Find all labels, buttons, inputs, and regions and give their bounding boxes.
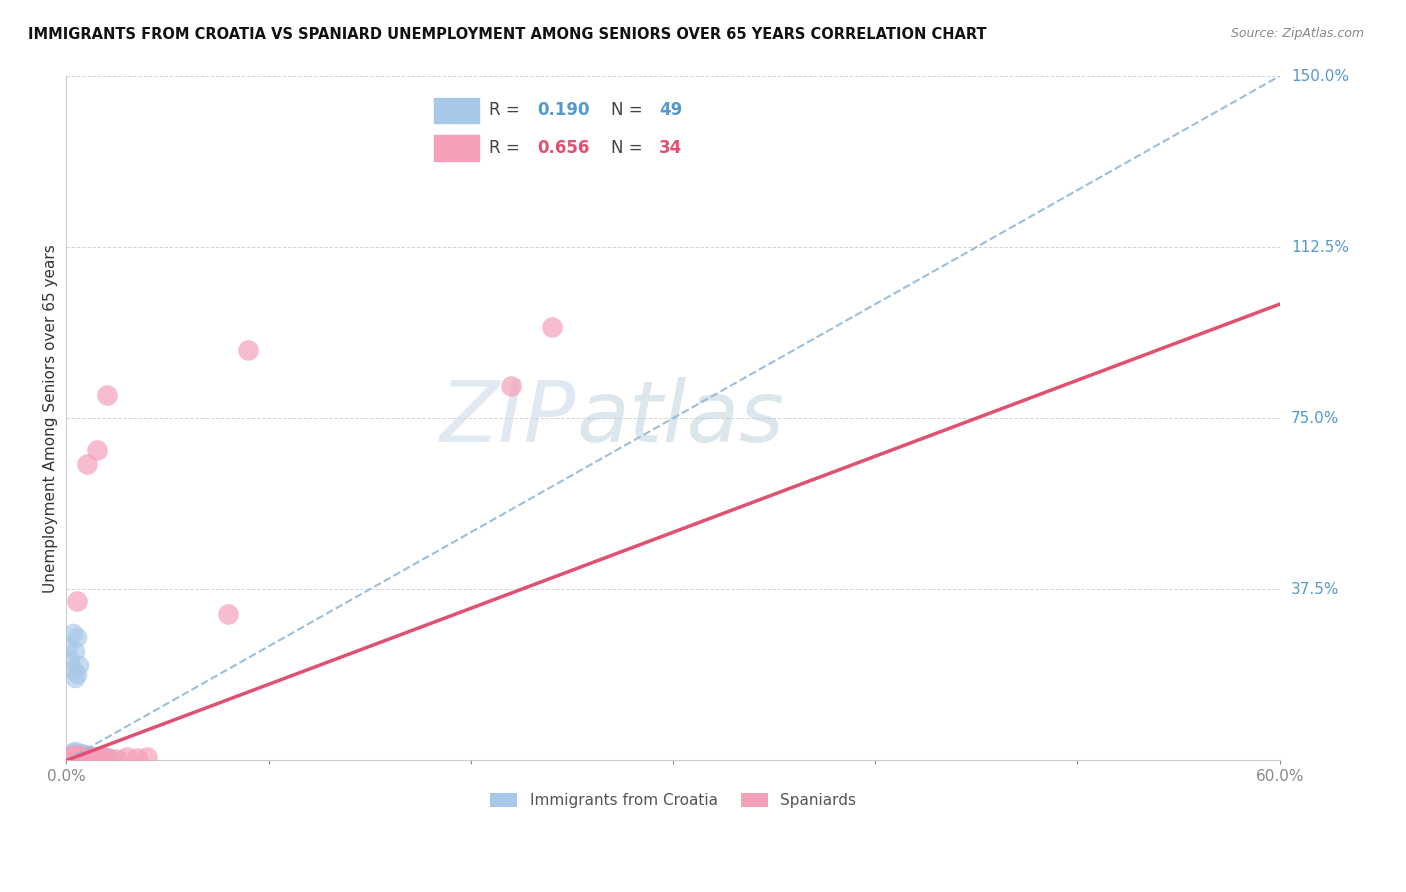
- Point: [58, 640, 80, 654]
- Point: [62, 662, 84, 676]
- Point: [86, 750, 108, 764]
- Point: [63, 671, 86, 685]
- Point: [62, 625, 84, 640]
- Point: [127, 751, 149, 765]
- Point: [76, 747, 98, 762]
- Point: [80, 749, 103, 764]
- Point: [76, 751, 98, 765]
- Point: [65, 666, 87, 681]
- Point: [62, 750, 84, 764]
- Point: [59, 748, 82, 763]
- Point: [73, 750, 96, 764]
- Point: [217, 607, 239, 622]
- Text: atlas: atlas: [576, 376, 785, 459]
- Point: [62, 749, 84, 764]
- Point: [73, 748, 96, 763]
- Point: [72, 747, 94, 761]
- Text: 37.5%: 37.5%: [1291, 582, 1340, 597]
- Point: [87, 749, 110, 764]
- Point: [65, 749, 87, 764]
- Point: [62, 751, 84, 765]
- Point: [65, 752, 87, 766]
- Point: [72, 751, 94, 765]
- Point: [136, 749, 159, 764]
- Y-axis label: Unemployment Among Seniors over 65 years: Unemployment Among Seniors over 65 years: [44, 244, 58, 592]
- Point: [69, 750, 91, 764]
- Point: [65, 630, 87, 644]
- Point: [540, 320, 562, 334]
- Point: [91, 749, 114, 764]
- Point: [72, 749, 94, 764]
- Point: [59, 653, 82, 667]
- Point: [58, 751, 80, 765]
- Point: [65, 748, 87, 763]
- Point: [69, 746, 91, 760]
- Point: [59, 750, 82, 764]
- Point: [76, 750, 98, 764]
- Text: 75.0%: 75.0%: [1291, 410, 1339, 425]
- Point: [63, 744, 86, 758]
- Point: [100, 751, 122, 765]
- Point: [59, 751, 82, 765]
- Point: [86, 751, 108, 765]
- Text: Source: ZipAtlas.com: Source: ZipAtlas.com: [1230, 27, 1364, 40]
- Point: [63, 752, 86, 766]
- Point: [80, 750, 103, 764]
- Text: 112.5%: 112.5%: [1291, 240, 1348, 254]
- Point: [65, 751, 87, 765]
- Point: [72, 751, 94, 765]
- Point: [69, 748, 91, 763]
- Point: [87, 751, 110, 765]
- Point: [96, 750, 118, 764]
- Point: [67, 747, 90, 761]
- Point: [63, 751, 86, 765]
- Point: [83, 750, 105, 764]
- Legend: Immigrants from Croatia, Spaniards: Immigrants from Croatia, Spaniards: [484, 787, 862, 814]
- Point: [73, 751, 96, 765]
- Point: [115, 750, 138, 764]
- Point: [63, 747, 86, 762]
- Point: [67, 751, 90, 765]
- Point: [96, 750, 118, 764]
- Point: [67, 657, 90, 672]
- Point: [238, 343, 260, 357]
- Point: [59, 747, 82, 761]
- Point: [59, 748, 82, 763]
- Point: [65, 593, 87, 607]
- Point: [501, 379, 523, 393]
- Point: [63, 644, 86, 658]
- Point: [82, 749, 104, 764]
- Point: [58, 749, 80, 764]
- Point: [77, 749, 100, 764]
- Point: [58, 751, 80, 765]
- Point: [82, 751, 104, 765]
- Point: [72, 749, 94, 764]
- Point: [105, 751, 128, 765]
- Text: IMMIGRANTS FROM CROATIA VS SPANIARD UNEMPLOYMENT AMONG SENIORS OVER 65 YEARS COR: IMMIGRANTS FROM CROATIA VS SPANIARD UNEM…: [28, 27, 987, 42]
- Point: [67, 749, 90, 764]
- Point: [63, 747, 86, 762]
- Point: [67, 751, 90, 765]
- Point: [67, 748, 90, 763]
- Point: [62, 752, 84, 766]
- Point: [76, 457, 98, 471]
- Point: [58, 747, 80, 762]
- Point: [96, 388, 118, 402]
- Point: [65, 746, 87, 760]
- Point: [62, 747, 84, 762]
- Point: [69, 751, 91, 765]
- Text: 150.0%: 150.0%: [1291, 69, 1348, 84]
- Text: ZIP: ZIP: [440, 376, 576, 459]
- Point: [59, 752, 82, 766]
- Point: [63, 749, 86, 764]
- Point: [62, 745, 84, 759]
- Point: [91, 750, 114, 764]
- Point: [86, 443, 108, 458]
